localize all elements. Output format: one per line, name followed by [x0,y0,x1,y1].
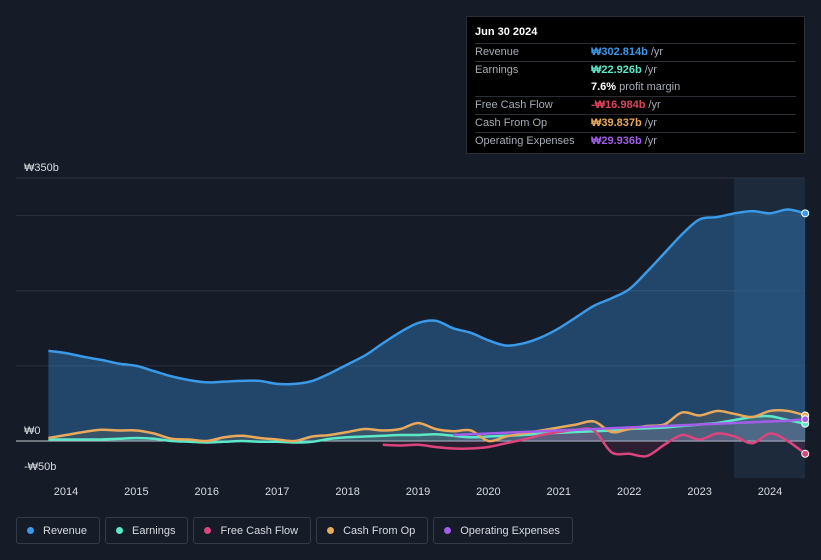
x-tick-label: 2019 [406,486,430,498]
tooltip-value: ₩29.936b [591,135,642,147]
past-highlight-band [734,178,805,478]
line-cash-from-op [48,409,806,443]
tooltip-row-profit-margin: 7.6% profit margin [475,79,796,96]
tooltip-unit: /yr [648,99,661,111]
legend-label: Free Cash Flow [220,524,299,537]
tooltip-label: Free Cash Flow [475,99,553,111]
chart-legend: Revenue Earnings Free Cash Flow Cash Fro… [16,517,578,544]
tooltip-unit: profit margin [619,81,681,93]
tooltip-date: Jun 30 2024 [475,26,538,38]
legend-dot-icon [327,527,335,534]
tooltip-label: Revenue [475,46,520,58]
legend-item-revenue[interactable]: Revenue [16,517,101,544]
tooltip-label: Earnings [475,64,519,76]
legend-label: Cash From Op [343,524,416,537]
tooltip-value: 7.6% [591,81,617,93]
legend-label: Revenue [43,524,88,537]
y-tick-label-bottom: -₩50b [24,461,56,473]
x-tick-label: 2021 [547,486,571,498]
area-earnings [48,416,806,443]
tooltip-unit: /yr [644,135,657,147]
x-tick-label: 2014 [54,486,78,498]
tooltip-value: -₩16.984b [591,99,646,111]
tooltip-value: ₩302.814b [591,46,648,58]
series-areas [48,209,806,457]
tooltip-label [475,79,591,96]
x-axis-labels: 2014 2015 2016 2017 2018 2019 2020 2021 2022 2023… [54,486,782,498]
legend-dot-icon [204,527,212,534]
point-free-cash-flow [801,449,810,458]
tooltip-unit: /yr [650,46,664,58]
tooltip-row-operating-expenses: Operating Expenses ₩29.936b /yr [475,132,796,150]
point-revenue [801,209,810,218]
x-tick-label: 2017 [265,486,289,498]
data-tooltip: Jun 30 2024 Revenue ₩302.814b /yr Earnin… [466,16,805,154]
legend-dot-icon [27,527,34,534]
x-tick-label: 2024 [758,486,782,498]
area-free-cash-flow [382,428,806,457]
tooltip-unit: /yr [644,64,657,76]
x-tick-label: 2022 [617,486,641,498]
legend-item-free-cash-flow[interactable]: Free Cash Flow [193,517,312,544]
legend-dot-icon [116,527,124,534]
x-tick-label: 2015 [124,486,148,498]
tooltip-row-revenue: Revenue ₩302.814b /yr [475,43,796,61]
point-operating-expenses [801,415,810,424]
gridlines [16,177,805,442]
tooltip-value: ₩39.837b [591,117,642,129]
legend-label: Earnings [132,524,176,537]
y-tick-label-top: ₩350b [24,162,59,174]
y-axis-labels: ₩350b ₩0 -₩50b [24,162,59,473]
tooltip-row-free-cash-flow: Free Cash Flow -₩16.984b /yr [475,96,796,114]
tooltip-label: Cash From Op [475,117,548,129]
x-tick-label: 2020 [476,486,500,498]
line-operating-expenses [453,417,806,437]
series-lines [48,208,810,458]
x-tick-label: 2016 [195,486,219,498]
legend-item-operating-expenses[interactable]: Operating Expenses [433,517,573,544]
line-free-cash-flow [382,427,806,458]
tooltip-value: ₩22.926b [591,64,642,76]
legend-dot-icon [444,527,452,534]
y-tick-label-zero: ₩0 [24,425,41,437]
legend-item-earnings[interactable]: Earnings [105,517,189,544]
line-revenue [48,208,806,386]
x-tick-label: 2023 [687,486,711,498]
tooltip-row-earnings: Earnings ₩22.926b /yr [475,61,796,79]
tooltip-row-cash-from-op: Cash From Op ₩39.837b /yr [475,114,796,132]
tooltip-label: Operating Expenses [475,135,575,147]
area-revenue [48,209,806,441]
tooltip-unit: /yr [644,117,657,129]
legend-item-cash-from-op[interactable]: Cash From Op [316,517,429,544]
x-tick-label: 2018 [335,486,359,498]
legend-label: Operating Expenses [460,524,560,537]
